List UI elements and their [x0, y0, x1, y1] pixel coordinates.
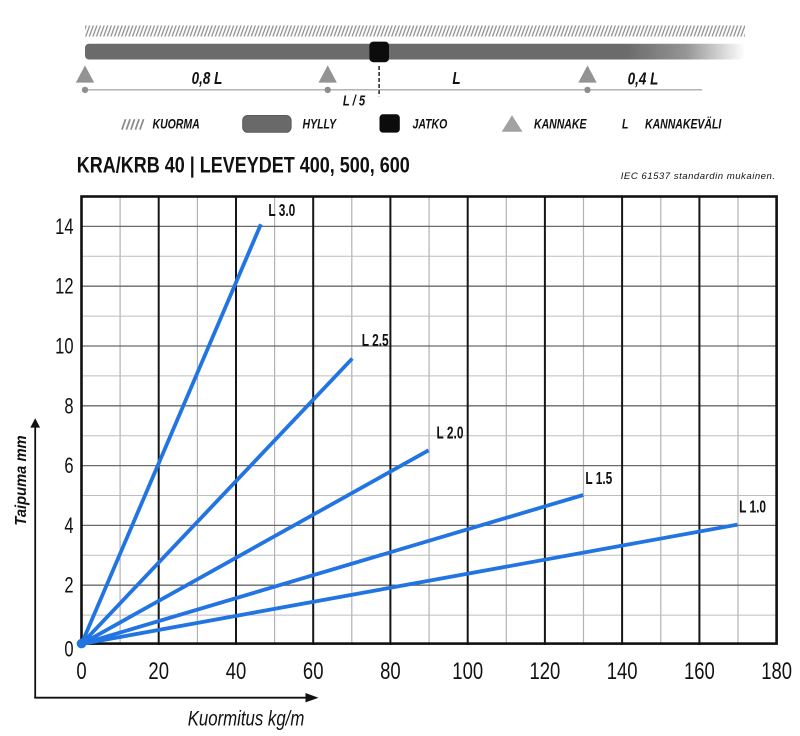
svg-text:2: 2: [64, 573, 73, 598]
svg-text:JATKO: JATKO: [413, 116, 448, 132]
svg-text:120: 120: [529, 658, 560, 685]
svg-text:L: L: [622, 116, 628, 132]
svg-text:0,4 L: 0,4 L: [628, 70, 659, 89]
svg-text:Taipuma mm: Taipuma mm: [12, 435, 29, 525]
svg-text:160: 160: [684, 658, 715, 685]
svg-text:IEC 61537 standardin mukainen.: IEC 61537 standardin mukainen.: [621, 171, 776, 182]
svg-text:L 2.5: L 2.5: [362, 331, 389, 351]
svg-text:L 1.5: L 1.5: [585, 469, 612, 489]
svg-text:8: 8: [64, 394, 73, 419]
svg-text:KANNAKE: KANNAKE: [534, 116, 587, 132]
svg-text:12: 12: [55, 274, 73, 299]
svg-text:6: 6: [64, 454, 73, 479]
svg-text:HYLLY: HYLLY: [303, 116, 338, 132]
svg-text:4: 4: [64, 514, 73, 539]
svg-text:0: 0: [64, 637, 73, 662]
svg-text:60: 60: [303, 658, 324, 685]
svg-text:14: 14: [55, 215, 74, 240]
svg-text:180: 180: [761, 658, 792, 685]
svg-text:0,8 L: 0,8 L: [192, 69, 223, 88]
svg-text:0: 0: [76, 658, 86, 685]
svg-text:40: 40: [226, 658, 247, 685]
svg-text:10: 10: [55, 334, 74, 359]
svg-text:KANNAKEVÄLI: KANNAKEVÄLI: [645, 115, 722, 132]
svg-text:KUORMA: KUORMA: [153, 116, 200, 132]
svg-text:Kuormitus kg/m: Kuormitus kg/m: [188, 708, 305, 731]
svg-text:L 3.0: L 3.0: [268, 201, 295, 221]
svg-text:80: 80: [380, 658, 401, 685]
svg-text:L: L: [452, 69, 460, 88]
svg-text:L / 5: L / 5: [343, 92, 366, 109]
svg-text:100: 100: [452, 658, 483, 685]
svg-text:L 2.0: L 2.0: [437, 423, 464, 443]
svg-text:L 1.0: L 1.0: [739, 497, 766, 517]
svg-text:20: 20: [148, 658, 169, 685]
svg-text:140: 140: [607, 658, 638, 685]
svg-text:KRA/KRB 40 | LEVEYDET 400, 500: KRA/KRB 40 | LEVEYDET 400, 500, 600: [77, 154, 410, 178]
